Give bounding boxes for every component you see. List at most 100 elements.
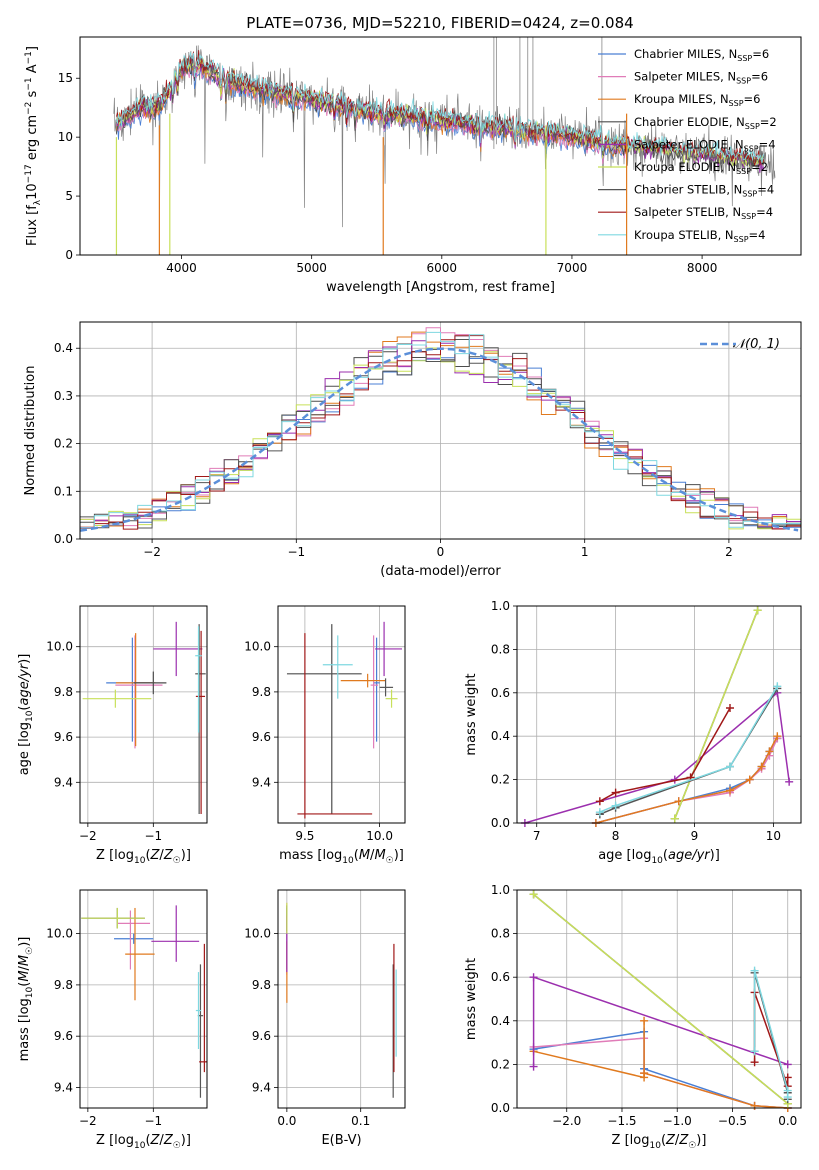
weight-vs-age-series-line bbox=[599, 685, 778, 813]
age-vs-Z-ytick-label: 10.0 bbox=[46, 640, 73, 654]
residuals-ytick-label: 0.3 bbox=[54, 389, 73, 403]
weight-vs-Z-marker bbox=[640, 1016, 649, 1025]
age-vs-mass-ytick-label: 9.8 bbox=[252, 685, 271, 699]
residuals-xtick-label: 0 bbox=[437, 545, 445, 559]
weight-vs-age-marker bbox=[726, 703, 734, 712]
age-vs-mass-errorbar-point bbox=[373, 637, 380, 742]
mass-vs-Z-errorbar-point bbox=[114, 933, 154, 944]
mass-vs-ebv-xtick-label: 0.1 bbox=[351, 1114, 370, 1128]
weight-vs-age-ytick-label: 0.8 bbox=[491, 642, 510, 656]
residual-histogram-step bbox=[80, 331, 801, 529]
mass-vs-ebv-frame bbox=[277, 889, 406, 1109]
mass-vs-Z-ytick-label: 9.6 bbox=[54, 1029, 73, 1043]
weight-vs-Z-marker bbox=[783, 1073, 792, 1082]
residual-histogram-step bbox=[80, 339, 801, 529]
weight-vs-age-marker bbox=[773, 682, 782, 691]
weight-vs-Z-marker bbox=[640, 1069, 649, 1078]
spectrum-frame bbox=[79, 36, 802, 256]
age-vs-mass-xtick-label: 9.5 bbox=[295, 829, 314, 843]
spectrum-ytick-label: 15 bbox=[58, 71, 73, 85]
spectrum-ytick-label: 5 bbox=[65, 189, 73, 203]
weight-vs-Z-xtick-label: −1.0 bbox=[663, 1114, 692, 1128]
age-vs-Z-axes: −2 −1 9.4 9.6 9.8 10.0 bbox=[46, 606, 207, 843]
weight-vs-age-marker bbox=[595, 808, 604, 817]
age-vs-Z-errorbar-point bbox=[195, 626, 202, 733]
weight-vs-age-marker bbox=[726, 786, 734, 795]
age-vs-Z-errorbar-point bbox=[133, 671, 167, 695]
weight-vs-Z-marker bbox=[783, 1060, 792, 1069]
age-vs-mass-frame bbox=[277, 605, 406, 824]
weight-vs-age-marker bbox=[726, 762, 734, 771]
legend-entry: Salpeter ELODIE, NSSP=4 bbox=[634, 137, 776, 153]
age-vs-Z-xlabel: Z [log10(Z/Z☉)] bbox=[96, 848, 191, 866]
mass-vs-Z-errorbar-point bbox=[195, 972, 202, 1050]
weight-vs-age-ytick-label: 1.0 bbox=[491, 599, 510, 613]
weight-vs-Z-xtick-label: 0.0 bbox=[778, 1114, 797, 1128]
age-vs-Z-frame bbox=[79, 605, 208, 824]
weight-vs-age-marker bbox=[745, 775, 754, 784]
age-vs-Z-ytick-label: 9.8 bbox=[54, 685, 73, 699]
weight-vs-Z-frame bbox=[516, 889, 802, 1109]
weight-vs-Z-series-line bbox=[533, 1020, 788, 1108]
figure-title: PLATE=0736, MJD=52210, FIBERID=0424, z=0… bbox=[246, 14, 633, 32]
mass-vs-ebv-ytick-label: 10.0 bbox=[244, 927, 271, 941]
spectrum-xlabel: wavelength [Angstrom, rest frame] bbox=[326, 280, 555, 295]
weight-vs-age-xtick-label: 9 bbox=[691, 829, 699, 843]
age-vs-Z-ylabel: age [log10(age/yr)] bbox=[17, 654, 35, 776]
spectrum-xtick-label: 6000 bbox=[427, 261, 458, 275]
weight-vs-Z-marker bbox=[529, 890, 538, 899]
weight-vs-age-series-line bbox=[599, 707, 731, 802]
spectrum-xtick-label: 4000 bbox=[166, 261, 197, 275]
weight-vs-age-xtick-label: 10 bbox=[766, 829, 781, 843]
mass-vs-Z-errorbar-point bbox=[81, 907, 145, 929]
weight-vs-Z-xtick-label: −2.0 bbox=[552, 1114, 581, 1128]
mass-vs-ebv-xlabel: E(B-V) bbox=[321, 1133, 361, 1148]
age-vs-Z-xtick-label: −2 bbox=[79, 829, 97, 843]
weight-vs-age-ylabel: mass weight bbox=[464, 673, 479, 755]
weight-vs-age-marker bbox=[753, 606, 762, 615]
age-vs-mass-xtick-label: 10.0 bbox=[366, 829, 393, 843]
residuals-ytick-label: 0.0 bbox=[54, 532, 73, 546]
legend-entry: Kroupa ELODIE, NSSP=2 bbox=[634, 160, 768, 176]
mass-vs-Z-ytick-label: 10.0 bbox=[46, 927, 73, 941]
weight-vs-Z-ytick-label: 0.0 bbox=[491, 1101, 510, 1115]
residuals-ytick-label: 0.2 bbox=[54, 437, 73, 451]
mass-vs-Z-ytick-label: 9.4 bbox=[54, 1080, 73, 1094]
weight-vs-Z-series-line bbox=[533, 893, 789, 1105]
mass-vs-Z-ylabel: mass [log10(M/M☉)] bbox=[17, 937, 35, 1062]
age-vs-mass-ytick-label: 10.0 bbox=[244, 640, 271, 654]
residual-histogram-step bbox=[80, 335, 801, 530]
residuals-ytick-label: 0.4 bbox=[54, 341, 73, 355]
weight-vs-Z-ytick-label: 0.4 bbox=[491, 1014, 510, 1028]
spectrum-xtick-label: 5000 bbox=[296, 261, 327, 275]
spectrum-model-line bbox=[116, 52, 765, 165]
weight-vs-Z-marker bbox=[529, 1062, 538, 1071]
mass-vs-Z-xlabel: Z [log10(Z/Z☉)] bbox=[96, 1133, 191, 1151]
weight-vs-age-marker bbox=[595, 797, 604, 806]
mass-vs-ebv-ytick-label: 9.8 bbox=[252, 978, 271, 992]
residuals-frame bbox=[79, 321, 802, 540]
age-vs-mass-xlabel: mass [log10(M/M☉)] bbox=[279, 848, 404, 866]
weight-vs-age-ytick-label: 0.2 bbox=[491, 773, 510, 787]
mass-vs-Z-errorbar-point bbox=[117, 910, 151, 970]
age-vs-Z-errorbar-point bbox=[115, 635, 163, 749]
residuals-ylabel: Normed distribution bbox=[23, 366, 38, 496]
weight-vs-age-marker bbox=[611, 788, 620, 797]
age-vs-Z-ytick-label: 9.4 bbox=[54, 775, 73, 789]
residuals-xtick-label: 2 bbox=[725, 545, 733, 559]
mass-vs-Z-ytick-label: 9.8 bbox=[54, 978, 73, 992]
weight-vs-Z-xlabel: Z [log10(Z/Z☉)] bbox=[612, 1133, 707, 1151]
normal-curve-label: 𝒩(0, 1) bbox=[733, 337, 780, 352]
age-vs-Z-xtick-label: −1 bbox=[144, 829, 162, 843]
age-vs-mass-errorbar-point bbox=[297, 633, 373, 819]
spectrum-ytick-label: 0 bbox=[65, 248, 73, 262]
weight-vs-Z-marker bbox=[529, 973, 538, 982]
weight-vs-Z-marker bbox=[783, 1093, 792, 1102]
weight-vs-age-marker bbox=[765, 747, 774, 756]
normal-reference-curve bbox=[80, 347, 799, 532]
legend-entry: Kroupa MILES, NSSP=6 bbox=[634, 92, 760, 108]
age-vs-Z-ytick-label: 9.6 bbox=[54, 730, 73, 744]
spectrum-xtick-label: 7000 bbox=[557, 261, 588, 275]
